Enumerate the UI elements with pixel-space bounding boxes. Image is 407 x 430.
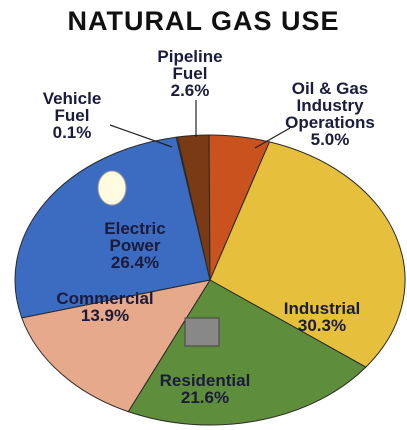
category-name: Pipeline Fuel (157, 47, 223, 83)
house-icon (184, 317, 220, 347)
slice-label: Industrial 30.3% (252, 300, 392, 334)
pie-slice (21, 279, 212, 413)
slice-label: Commercial 13.9% (40, 290, 170, 324)
value-label: 0.1% (52, 123, 92, 142)
slice-label: Electric Power 26.4% (80, 220, 190, 271)
leader-line (254, 127, 291, 149)
value-label: 13.9% (80, 306, 130, 325)
category-name: Commercial (56, 289, 154, 308)
slice-label: Vehicle Fuel 0.1% (27, 90, 117, 141)
slice-label: Residential 21.6% (130, 372, 280, 406)
category-name: Vehicle Fuel (42, 89, 102, 125)
value-label: 26.4% (110, 253, 160, 272)
bulb-icon (97, 170, 127, 206)
category-name: Residential (159, 371, 251, 390)
category-name: Electric Power (104, 219, 166, 255)
slice-label: Oil & Gas Industry Operations 5.0% (270, 80, 390, 148)
value-label: 2.6% (170, 81, 210, 100)
value-label: 5.0% (310, 130, 350, 149)
value-label: 30.3% (297, 316, 347, 335)
pie-slice (209, 141, 406, 368)
pie-slice (14, 136, 211, 319)
value-label: 21.6% (180, 388, 230, 407)
category-name: Industrial (283, 299, 361, 318)
leader-line (109, 124, 173, 148)
category-name: Oil & Gas Industry Operations (285, 79, 375, 132)
slice-label: Pipeline Fuel 2.6% (153, 48, 228, 99)
chart-title: NATURAL GAS USE (67, 6, 340, 36)
